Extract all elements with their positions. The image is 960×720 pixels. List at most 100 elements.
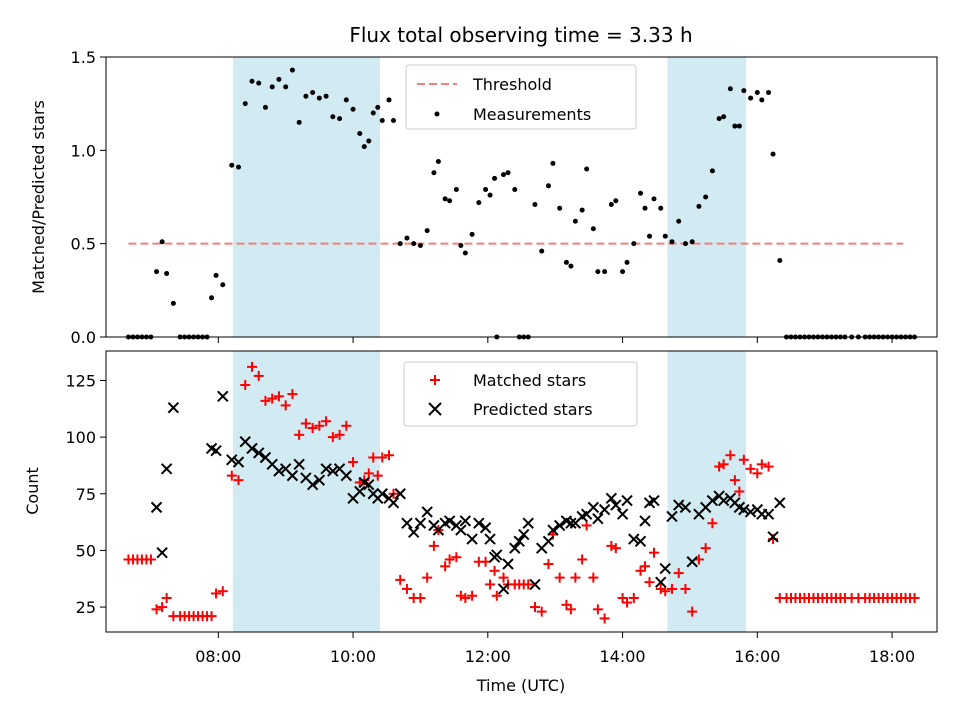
matched-star-point xyxy=(348,457,359,468)
predicted-star-point xyxy=(744,506,757,518)
measurement-point xyxy=(435,159,441,165)
matched-star-point xyxy=(565,604,576,615)
shaded-interval-1 xyxy=(667,351,747,632)
measurement-point xyxy=(748,95,754,101)
measurement-point xyxy=(431,170,437,176)
measurement-point xyxy=(303,93,309,99)
measurement-point xyxy=(442,196,448,202)
predicted-star-point xyxy=(605,492,618,505)
matched-star-point xyxy=(485,579,496,590)
predicted-star-point xyxy=(706,494,719,507)
predicted-star-point xyxy=(354,485,366,498)
predicted-star-point xyxy=(673,499,685,511)
measurement-point xyxy=(462,250,468,256)
measurement-point xyxy=(658,205,664,211)
measurement-point xyxy=(164,271,170,277)
predicted-star-point xyxy=(376,488,388,500)
matched-star-point xyxy=(561,599,572,610)
measurement-point xyxy=(696,203,702,209)
measurement-point xyxy=(505,170,511,176)
matched-star-point xyxy=(217,586,228,597)
measurement-point xyxy=(492,175,498,181)
predicted-star-point xyxy=(634,535,647,548)
matched-star-point xyxy=(622,597,633,608)
bottom-y-axis: 25 50 75 100 125 xyxy=(65,371,106,617)
measurement-point xyxy=(366,138,372,144)
measurement-point xyxy=(316,95,322,101)
matched-star-point xyxy=(460,593,471,604)
predicted-star-point xyxy=(401,517,413,529)
top-legend-box xyxy=(405,64,637,130)
legend-measurements-swatch xyxy=(434,111,440,117)
predicted-star-point xyxy=(592,512,604,525)
matched-star-point xyxy=(206,611,217,622)
measurement-point xyxy=(283,84,289,90)
chart-title: Flux total observing time = 3.33 h xyxy=(349,23,692,47)
shaded-intervals xyxy=(232,351,747,632)
matched-star-point xyxy=(649,547,660,558)
measurement-point xyxy=(159,239,165,245)
matched-star-point xyxy=(725,450,736,461)
legend-predicted-swatch xyxy=(428,402,442,416)
matched-star-point xyxy=(334,429,345,440)
shaded-interval-0 xyxy=(232,57,381,337)
y-tick-label: 25 xyxy=(76,598,96,617)
matched-star-point xyxy=(529,602,540,613)
predicted-star-point xyxy=(484,533,496,545)
x-tick-label: 18:00 xyxy=(869,647,915,666)
top-x-axis-ticks xyxy=(217,337,893,343)
predicted-star-point xyxy=(686,556,698,568)
measurement-point xyxy=(512,187,518,193)
matched-star-point xyxy=(260,395,271,406)
measurement-point xyxy=(689,239,695,245)
measurement-point xyxy=(703,194,709,200)
measurement-point xyxy=(662,233,668,239)
measurement-point xyxy=(624,259,630,265)
matched-star-point xyxy=(226,470,237,481)
predicted-star-point xyxy=(286,469,299,482)
matched-star-point xyxy=(577,554,588,565)
legend-predicted-label: Predicted stars xyxy=(473,400,593,419)
predicted-star-point xyxy=(502,558,514,570)
measurement-point xyxy=(647,233,653,239)
matched-star-point xyxy=(422,572,433,583)
measurement-point xyxy=(716,116,722,122)
measurement-point xyxy=(236,164,242,170)
measurement-point xyxy=(642,205,648,211)
predicted-stars-points xyxy=(150,390,786,595)
measurement-point xyxy=(590,226,596,232)
predicted-star-point xyxy=(529,578,541,591)
predicted-star-point xyxy=(156,546,168,559)
matched-star-point xyxy=(570,572,581,583)
matched-star-point xyxy=(718,459,729,470)
matched-star-point xyxy=(233,475,244,486)
matched-star-point xyxy=(734,486,745,497)
measurement-point xyxy=(269,84,275,90)
matched-star-point xyxy=(307,423,318,434)
measurement-point xyxy=(766,89,772,95)
measurement-point xyxy=(568,263,574,269)
matched-star-point xyxy=(707,518,718,529)
measurement-point xyxy=(550,160,556,166)
measurement-point xyxy=(323,93,329,99)
predicted-star-point xyxy=(443,515,456,527)
measurement-point xyxy=(727,86,733,92)
matched-star-point xyxy=(763,461,774,472)
measurement-point xyxy=(337,116,343,122)
matched-star-point xyxy=(300,418,311,429)
matched-star-point xyxy=(588,572,599,583)
top-y-axis-label: Matched/Predicted stars xyxy=(29,100,48,294)
predicted-star-point xyxy=(513,535,525,548)
predicted-star-point xyxy=(306,478,319,491)
predicted-star-point xyxy=(217,390,229,403)
matched-star-point xyxy=(592,604,603,615)
predicted-star-point xyxy=(518,528,530,541)
measurement-point xyxy=(453,187,459,193)
matched-star-point xyxy=(401,583,412,594)
matched-star-point xyxy=(451,552,462,563)
measurement-point xyxy=(539,248,545,254)
measurement-point xyxy=(572,218,578,224)
matched-star-point xyxy=(151,604,162,615)
measurement-point xyxy=(296,119,302,125)
matched-star-point xyxy=(455,590,466,601)
